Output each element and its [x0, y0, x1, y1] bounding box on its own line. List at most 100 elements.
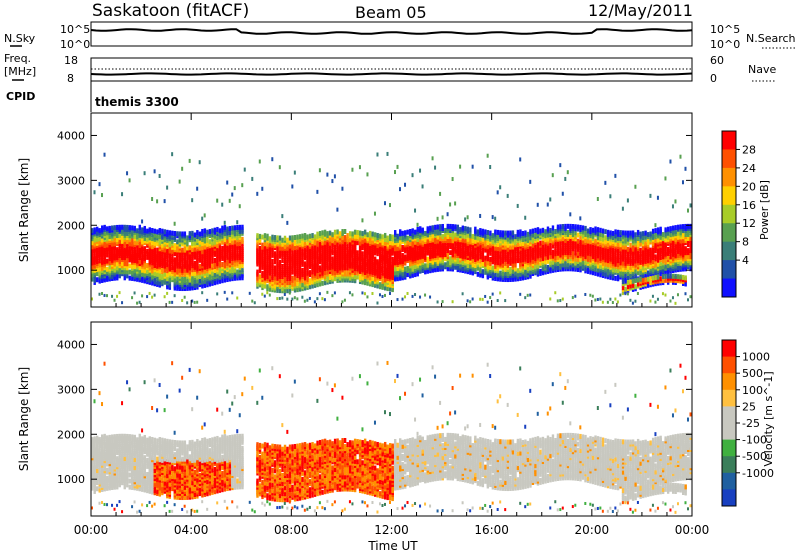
power-cell: [106, 294, 109, 298]
power-cell: [594, 266, 597, 272]
power-cell: [651, 259, 655, 265]
power-cell: [108, 264, 111, 270]
power-cell: [536, 202, 539, 207]
power-cell: [373, 266, 377, 272]
power-cell: [218, 228, 222, 234]
power-cell: [499, 185, 502, 190]
power-cell: [501, 230, 505, 236]
power-cell: [376, 232, 379, 238]
power-cell: [421, 239, 424, 245]
power-cell: [241, 224, 244, 230]
power-cell: [496, 229, 500, 235]
power-cell: [306, 298, 309, 302]
power-cell: [211, 258, 214, 264]
power-cell: [356, 274, 359, 280]
power-cell: [171, 254, 174, 260]
power-cell: [654, 242, 657, 248]
power-cell: [198, 263, 202, 269]
power-cell: [541, 231, 545, 237]
power-cell: [293, 267, 297, 273]
power-cell: [311, 245, 314, 251]
power-cell: [561, 246, 565, 252]
power-cell: [153, 232, 157, 238]
power-cell: [301, 257, 304, 263]
power-cell: [654, 228, 657, 234]
power-cell: [186, 257, 189, 263]
power-cell: [464, 248, 467, 254]
power-cell: [479, 262, 482, 268]
power-cell: [519, 292, 522, 296]
power-cell: [308, 284, 312, 290]
power-cell: [171, 230, 174, 236]
power-cell: [178, 179, 181, 184]
power-cell: [151, 227, 154, 233]
power-cell: [411, 173, 414, 178]
power-cell: [261, 186, 264, 191]
power-cell: [191, 275, 194, 281]
power-cell: [93, 235, 96, 241]
power-cell: [256, 233, 259, 239]
power-cell: [293, 249, 297, 255]
power-cell: [93, 190, 96, 195]
power-cell: [554, 291, 557, 295]
power-cell: [233, 243, 237, 249]
power-cell: [126, 245, 129, 251]
power-cell: [348, 291, 351, 295]
power-cell: [268, 236, 272, 242]
power-cell: [404, 254, 407, 260]
power-cell: [378, 263, 382, 269]
power-cell: [256, 191, 259, 196]
power-cell: [196, 300, 199, 304]
power-cell: [311, 261, 314, 267]
power-cell: [456, 256, 460, 262]
power-cell: [348, 247, 352, 253]
power-cell: [291, 269, 294, 275]
power-cell: [381, 252, 384, 258]
power-cell: [311, 273, 314, 279]
power-cell: [436, 224, 439, 230]
power-cell: [571, 262, 575, 268]
power-cell: [506, 262, 510, 268]
power-cell: [308, 278, 312, 284]
power-cell: [203, 232, 207, 238]
power-cell: [146, 228, 149, 234]
power-cell: [411, 294, 414, 298]
power-cell: [584, 292, 587, 296]
power-cell: [531, 228, 535, 234]
power-cell: [216, 226, 219, 232]
power-cell: [221, 245, 224, 251]
power-cell: [621, 230, 625, 236]
power-cell: [376, 259, 379, 265]
power-cell: [233, 239, 237, 245]
power-cell: [466, 232, 470, 238]
power-cell: [156, 199, 159, 204]
power-cell: [123, 224, 126, 230]
power-cell: [331, 179, 334, 184]
power-cell: [161, 273, 164, 279]
power-cell: [609, 274, 612, 280]
power-cell: [241, 244, 244, 250]
power-cell: [166, 247, 169, 253]
power-cell: [301, 267, 304, 273]
power-cell: [529, 265, 532, 271]
power-cell: [98, 258, 101, 264]
power-cell: [103, 241, 106, 247]
power-cell: [111, 225, 114, 231]
power-cell: [328, 246, 332, 252]
power-cell: [181, 231, 184, 237]
power-cell: [561, 297, 564, 301]
power-cell: [328, 230, 332, 236]
power-cell: [236, 296, 239, 300]
power-cell: [574, 230, 577, 236]
power-cell: [541, 243, 545, 249]
power-cell: [531, 242, 535, 248]
power-cell: [238, 263, 242, 269]
power-cell: [484, 269, 487, 275]
power-cell: [373, 232, 377, 238]
power-cell: [436, 250, 439, 256]
power-cell: [203, 213, 206, 218]
power-cell: [539, 268, 542, 274]
power-cell: [188, 231, 192, 237]
power-cell: [356, 262, 359, 268]
power-cell: [218, 246, 222, 252]
